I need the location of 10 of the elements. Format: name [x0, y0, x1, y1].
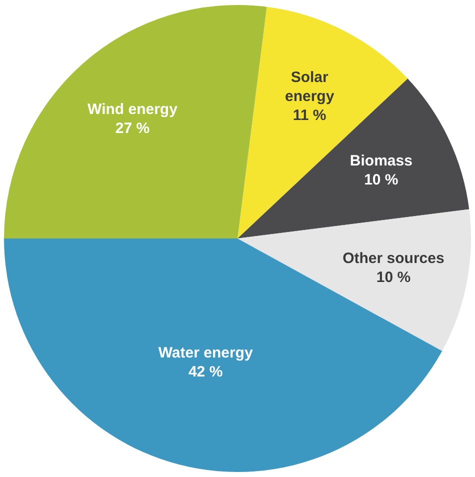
data-label: 10 % — [376, 268, 411, 286]
slice-label: Biomass — [350, 152, 412, 170]
data-label: 42 % — [188, 364, 223, 381]
data-label: 27 % — [115, 120, 150, 138]
slice-label: Solar energy — [284, 69, 335, 106]
data-label: 10 % — [364, 172, 398, 189]
slice-label: Wind energy — [88, 101, 178, 118]
slice-label: Other sources — [342, 250, 444, 267]
data-label: 11 % — [292, 107, 326, 124]
slice-label: Water energy — [158, 344, 254, 362]
